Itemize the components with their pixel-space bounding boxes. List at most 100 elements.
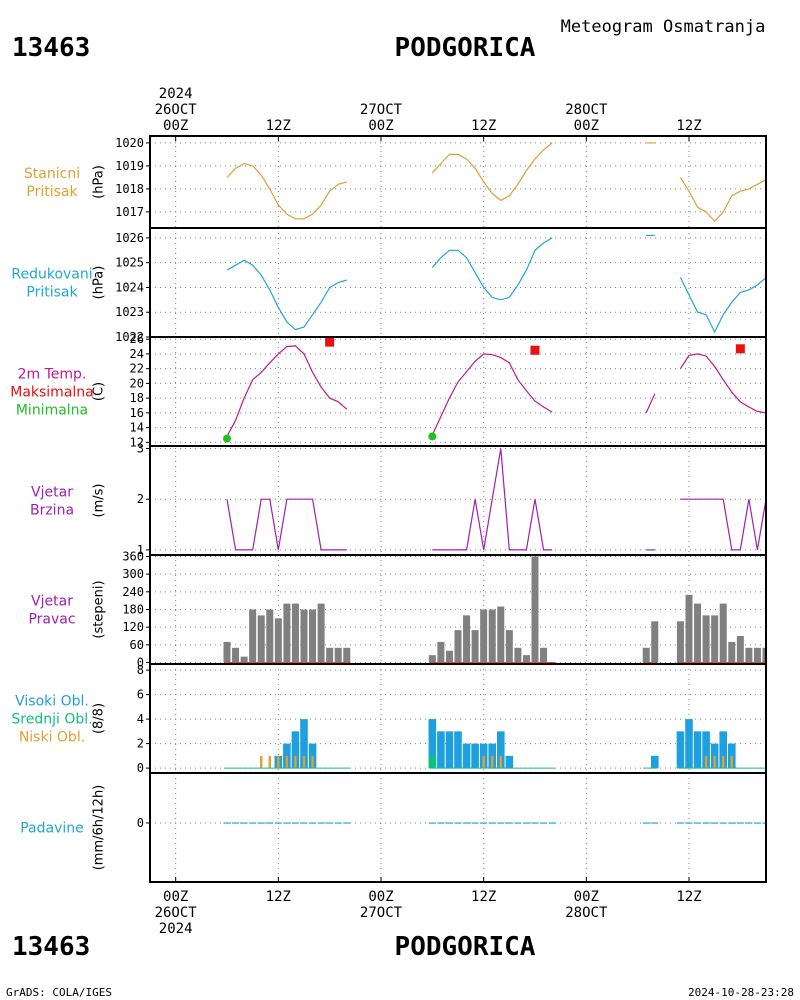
low-cloud-bar — [311, 755, 314, 769]
series-line — [679, 353, 766, 414]
precip-bar — [522, 822, 530, 824]
high-cloud-bar — [300, 719, 308, 769]
series-line — [645, 393, 656, 414]
precip-bar — [651, 822, 659, 824]
low-cloud-bar — [285, 755, 289, 769]
top-time-label: 12Z — [471, 118, 496, 134]
grid — [150, 136, 766, 228]
wind-direction-bar — [522, 655, 530, 663]
y-tick-label: 240 — [122, 585, 144, 599]
precip-bar — [326, 822, 334, 824]
low-cloud-bar — [704, 755, 708, 769]
low-cloud-bar — [268, 755, 271, 769]
wind-direction-bar — [702, 615, 710, 663]
low-cloud-bar — [302, 755, 306, 769]
precip-bar — [531, 822, 539, 824]
precip-bar — [728, 822, 736, 824]
y-tick-label: 1018 — [115, 182, 144, 196]
precip-bar — [445, 822, 453, 824]
series-line — [226, 498, 347, 551]
wind-direction-bar — [736, 636, 744, 663]
wind-direction-bar — [471, 630, 479, 663]
panel-label: Srednji Obl. — [11, 712, 92, 728]
panel-5: Visoki Obl. Srednji Obl. Niski Obl. (8/8) 0 2… — [11, 663, 767, 775]
precip-bar — [694, 822, 702, 824]
y-tick-label: 1023 — [115, 305, 144, 319]
precip-bar — [702, 822, 710, 824]
panel-label: Visoki Obl. — [15, 694, 89, 710]
precip-bar — [540, 822, 548, 824]
series-line — [679, 277, 766, 334]
wind-direction-bar — [274, 618, 282, 663]
precip-bar — [257, 822, 265, 824]
wind-direction-bar — [343, 647, 351, 663]
precip-bar — [505, 822, 513, 824]
wind-direction-bar — [223, 641, 231, 663]
precip-bar — [240, 822, 248, 824]
low-cloud-bar — [730, 755, 733, 769]
wind-direction-bar — [240, 656, 248, 663]
bottom-time-label: 12Z — [266, 889, 291, 905]
panel-label: Vjetar — [31, 594, 73, 610]
wind-direction-bar — [642, 647, 650, 663]
chart-title: Meteogram Osmatranja — [561, 17, 766, 37]
plot-area — [226, 234, 766, 334]
precip-bar — [232, 822, 240, 824]
precip-bar — [437, 822, 445, 824]
series-line — [431, 353, 553, 436]
wind-direction-bar — [317, 603, 325, 663]
panel-label: Pritisak — [26, 285, 78, 301]
precip-bar — [291, 822, 299, 824]
series-line — [679, 177, 766, 222]
high-cloud-bar — [445, 731, 454, 769]
min-temp-marker — [428, 432, 437, 441]
precip-bar — [676, 822, 684, 824]
y-tick-label: 2 — [137, 737, 144, 751]
precip-bar — [428, 822, 436, 824]
bottom-time-label: 27OCT — [360, 905, 403, 921]
station-name-bottom: PODGORICA — [395, 932, 536, 962]
top-time-label: 26OCT — [155, 102, 198, 118]
panel-1: Redukovani Pritisak (hPa) 1022 1023 1024 1025 1… — [11, 227, 767, 344]
wind-direction-bar — [694, 603, 702, 663]
top-time-label: 2024 — [159, 86, 193, 102]
y-tick-label: 1022 — [115, 330, 144, 344]
precip-bar — [343, 822, 351, 824]
precip-bar — [762, 822, 766, 824]
panel-frame — [149, 772, 767, 883]
high-cloud-bar — [505, 755, 514, 769]
y-tick-label: 26 — [130, 332, 144, 346]
high-cloud-bar — [471, 743, 479, 769]
precip-bar — [711, 822, 719, 824]
plot-area — [224, 719, 766, 769]
panel-label: Niski Obl. — [19, 730, 85, 746]
precip-bar — [488, 822, 496, 824]
wind-direction-bar — [719, 603, 727, 663]
wind-direction-bar — [463, 615, 471, 663]
wind-direction-bar — [309, 609, 317, 663]
panel-0: Stanicni Pritisak (hPa) 1017 1018 1019 1020 — [24, 135, 767, 229]
wind-direction-bar — [480, 609, 488, 663]
wind-direction-bar — [257, 615, 265, 663]
precip-bar — [463, 822, 471, 824]
high-cloud-bar — [650, 755, 659, 769]
panel-label: Vjetar — [31, 485, 73, 501]
top-time-label: 27OCT — [360, 102, 403, 118]
bottom-time-label: 00Z — [574, 889, 599, 905]
low-cloud-bar — [499, 755, 502, 769]
wind-direction-bar — [283, 603, 291, 663]
precip-bar — [745, 822, 753, 824]
low-cloud-bar — [722, 755, 725, 769]
precip-bar — [283, 822, 291, 824]
low-cloud-bar — [260, 755, 263, 769]
panel-label: Redukovani — [11, 267, 92, 283]
high-cloud-bar — [702, 731, 710, 769]
y-tick-label: 1020 — [115, 136, 144, 150]
panel-label: Brzina — [30, 503, 74, 519]
top-time-label: 00Z — [368, 118, 393, 134]
grid — [150, 773, 766, 882]
bottom-time-label: 28OCT — [565, 905, 608, 921]
y-tick-label: 1024 — [115, 280, 144, 294]
